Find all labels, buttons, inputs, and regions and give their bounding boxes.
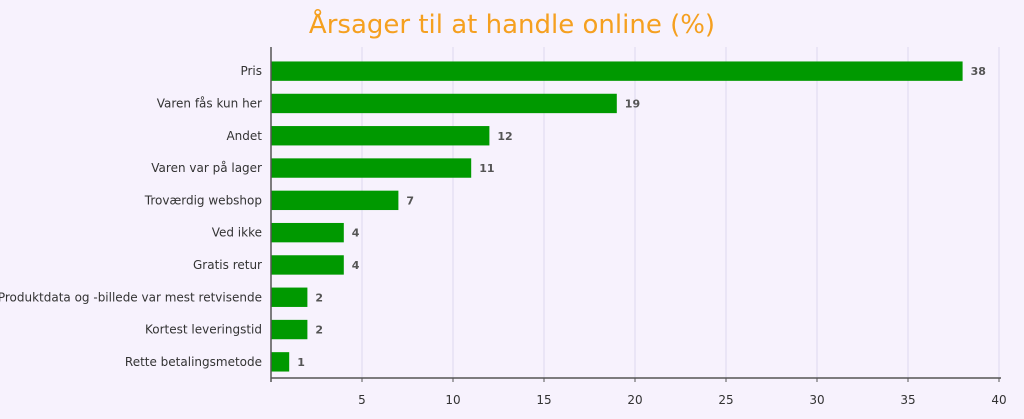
category-label: Rette betalingsmetode (125, 355, 262, 369)
category-label: Troværdig webshop (144, 193, 262, 207)
bar (271, 352, 290, 372)
bar (271, 126, 490, 146)
x-tick-label: 5 (358, 393, 366, 407)
bar (271, 255, 344, 275)
category-label: Varen var på lager (151, 161, 262, 175)
category-label: Produktdata og -billede var mest retvise… (0, 290, 262, 304)
bar (271, 319, 308, 340)
x-tick-label: 35 (900, 393, 915, 407)
axes (270, 47, 1001, 382)
x-tick-label: 30 (809, 393, 824, 407)
category-label: Varen fås kun her (157, 96, 262, 110)
value-label: 38 (971, 65, 986, 78)
value-label: 12 (497, 130, 512, 143)
category-label: Gratis retur (193, 258, 262, 272)
category-label: Kortest leveringstid (145, 323, 262, 337)
category-labels: Pris Varen fås kun her Andet Varen var på l… (0, 64, 262, 369)
category-label: Ved ikke (212, 226, 262, 240)
bar (271, 287, 308, 307)
value-label: 11 (479, 162, 494, 175)
value-label: 7 (406, 194, 414, 207)
value-label: 2 (315, 291, 323, 304)
x-tick-label: 40 (991, 393, 1006, 407)
value-labels: 38 19 12 11 7 4 4 2 2 1 (297, 65, 986, 369)
value-label: 2 (315, 324, 323, 337)
value-label: 4 (352, 227, 360, 240)
value-label: 1 (297, 356, 305, 369)
bar (271, 61, 963, 81)
bars (271, 61, 963, 372)
x-tick-label: 25 (718, 393, 733, 407)
x-tick-label: 20 (627, 393, 642, 407)
bar (271, 158, 472, 178)
x-tick-label: 10 (445, 393, 460, 407)
x-tick-labels: 5 10 15 20 25 30 35 40 (358, 393, 1006, 407)
value-label: 4 (352, 259, 360, 272)
value-label: 19 (625, 97, 640, 110)
chart-title: Årsager til at handle online (%) (308, 10, 716, 40)
bar (271, 190, 399, 211)
x-tick-label: 15 (536, 393, 551, 407)
category-label: Pris (240, 64, 262, 78)
bar (271, 222, 344, 243)
bar (271, 93, 617, 114)
category-label: Andet (226, 129, 262, 143)
